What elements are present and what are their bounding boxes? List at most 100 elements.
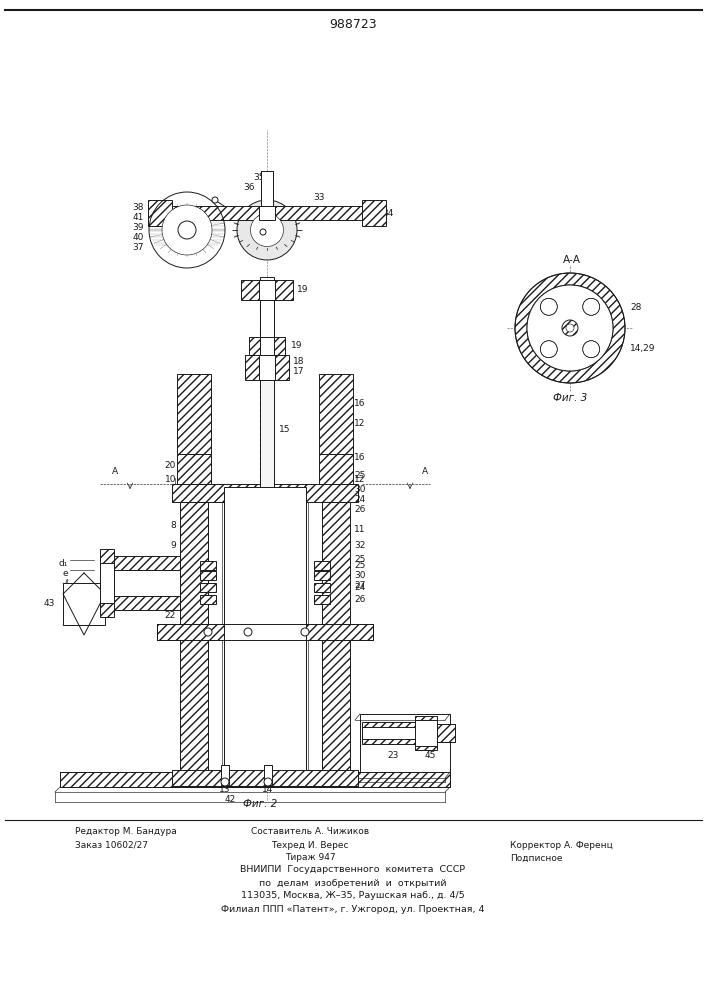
Text: 988723: 988723	[329, 17, 377, 30]
Bar	[249, 337, 285, 355]
Circle shape	[301, 628, 309, 636]
Bar	[362, 727, 417, 739]
Bar	[362, 722, 417, 744]
Circle shape	[237, 200, 297, 260]
Text: 37: 37	[132, 243, 144, 252]
Bar	[148, 200, 172, 226]
Bar	[172, 770, 358, 786]
Circle shape	[204, 628, 212, 636]
Bar	[314, 583, 330, 592]
Bar	[200, 561, 216, 570]
Text: 13: 13	[219, 786, 230, 794]
Text: 14: 14	[262, 786, 274, 794]
Bar	[437, 724, 455, 742]
Text: 12: 12	[354, 475, 366, 484]
Text: 25: 25	[354, 562, 366, 570]
Bar	[314, 571, 330, 580]
Bar	[63, 583, 105, 625]
Text: 17: 17	[293, 367, 305, 376]
Bar	[100, 549, 114, 617]
Text: 36: 36	[243, 184, 255, 192]
Text: 40: 40	[133, 233, 144, 242]
Text: 44: 44	[435, 736, 446, 744]
Text: 30: 30	[354, 486, 366, 494]
Text: 24: 24	[354, 584, 366, 592]
Text: 34: 34	[382, 209, 393, 218]
Bar	[172, 484, 358, 502]
Text: 39: 39	[132, 224, 144, 232]
Text: 10: 10	[165, 475, 176, 484]
Circle shape	[583, 298, 600, 315]
Text: 38: 38	[132, 204, 144, 213]
Circle shape	[583, 341, 600, 358]
Bar	[415, 716, 437, 750]
Circle shape	[540, 341, 557, 358]
Bar	[157, 624, 373, 640]
Text: 12: 12	[354, 420, 366, 428]
Text: ℓ: ℓ	[64, 578, 68, 587]
Text: 32: 32	[275, 570, 286, 580]
Text: d₁: d₁	[59, 558, 68, 568]
Bar	[415, 720, 437, 746]
Bar	[200, 571, 216, 580]
Text: Фиг. 2: Фиг. 2	[243, 799, 277, 809]
Text: 20: 20	[165, 462, 176, 471]
Text: 35: 35	[253, 174, 264, 182]
Bar	[322, 502, 350, 772]
Text: Заказ 10602/27: Заказ 10602/27	[75, 840, 148, 850]
Bar	[100, 556, 180, 570]
Bar	[261, 171, 273, 206]
Bar	[319, 374, 353, 454]
Text: 43: 43	[44, 599, 55, 608]
Bar	[245, 355, 289, 380]
Bar	[314, 561, 330, 570]
Text: Подписное: Подписное	[510, 854, 563, 862]
Bar	[100, 570, 180, 596]
Text: Филиал ППП «Патент», г. Ужгород, ул. Проектная, 4: Филиал ППП «Патент», г. Ужгород, ул. Про…	[221, 904, 485, 914]
Text: 16: 16	[354, 452, 366, 462]
Text: Редактор М. Бандура: Редактор М. Бандура	[75, 828, 177, 836]
Bar	[260, 300, 274, 660]
Text: 27: 27	[354, 580, 366, 589]
Bar	[100, 563, 114, 603]
Text: 24: 24	[354, 495, 366, 504]
Text: ВНИИПИ  Государственного  комитета  СССР: ВНИИПИ Государственного комитета СССР	[240, 865, 466, 874]
Text: Тираж 947: Тираж 947	[285, 854, 335, 862]
Bar	[172, 770, 358, 786]
Text: 15: 15	[279, 426, 291, 434]
Bar	[314, 595, 330, 604]
Circle shape	[540, 298, 557, 315]
Text: 41: 41	[133, 214, 144, 223]
Bar	[100, 596, 180, 610]
Bar	[259, 355, 275, 380]
Bar	[437, 724, 455, 742]
Bar	[208, 502, 322, 772]
Bar	[319, 454, 353, 484]
Text: 9: 9	[170, 540, 176, 550]
Bar	[362, 200, 386, 226]
Bar	[172, 206, 362, 220]
Circle shape	[221, 778, 229, 786]
Text: 31: 31	[165, 626, 176, 635]
Circle shape	[212, 197, 218, 203]
Bar	[360, 714, 450, 772]
Text: 25: 25	[354, 471, 366, 480]
Bar	[264, 765, 272, 785]
Bar	[200, 595, 216, 604]
Text: 8: 8	[170, 520, 176, 530]
Text: Корректор А. Ференц: Корректор А. Ференц	[510, 840, 613, 850]
Circle shape	[162, 205, 212, 255]
Text: 16: 16	[354, 399, 366, 408]
Text: 42: 42	[224, 796, 235, 804]
Bar	[259, 206, 275, 220]
Bar	[241, 280, 293, 300]
Text: 19: 19	[297, 286, 308, 294]
Text: Техред И. Верес: Техред И. Верес	[271, 840, 349, 850]
Text: Фиг. 3: Фиг. 3	[553, 393, 587, 403]
Bar	[260, 337, 274, 355]
Text: по  делам  изобретений  и  открытий: по делам изобретений и открытий	[259, 879, 447, 888]
Bar	[157, 624, 373, 640]
Text: Составитель А. Чижиков: Составитель А. Чижиков	[251, 828, 369, 836]
Circle shape	[244, 628, 252, 636]
Bar	[177, 454, 211, 484]
